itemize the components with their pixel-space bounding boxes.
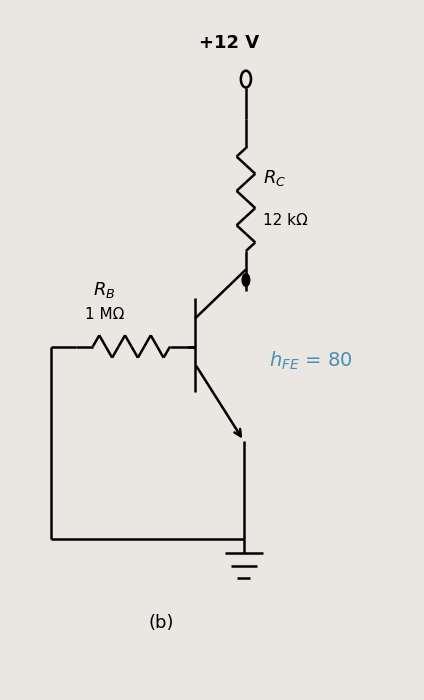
Text: $h_{FE}$ = 80: $h_{FE}$ = 80	[269, 349, 353, 372]
Text: $R_B$: $R_B$	[93, 281, 116, 300]
Text: $R_C$: $R_C$	[263, 169, 286, 188]
Text: 1 MΩ: 1 MΩ	[85, 307, 124, 323]
Text: +12 V: +12 V	[199, 34, 259, 52]
Text: 12 kΩ: 12 kΩ	[263, 213, 308, 228]
Text: (b): (b)	[148, 614, 174, 632]
Circle shape	[242, 274, 250, 286]
